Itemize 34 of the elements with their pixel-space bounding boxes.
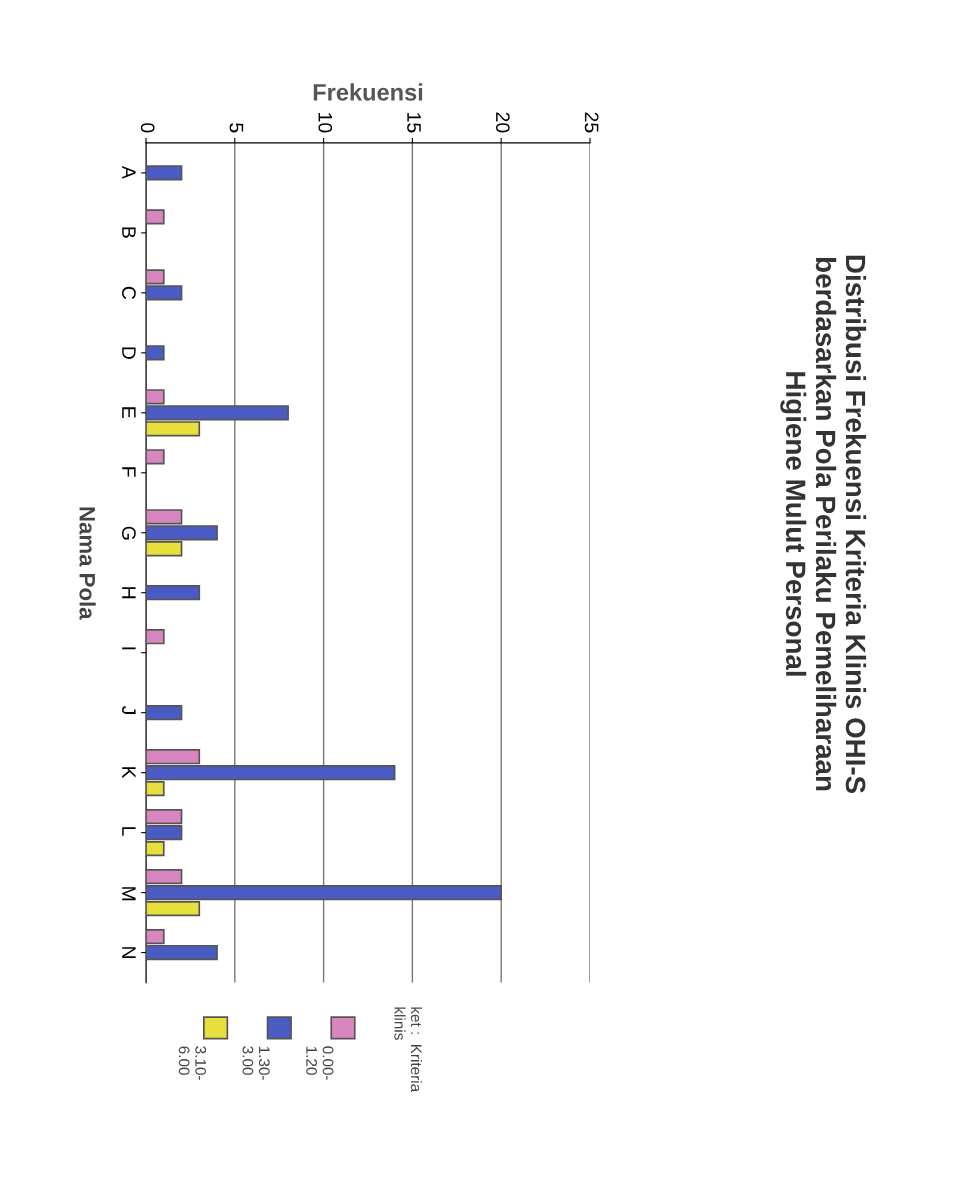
bar bbox=[146, 449, 165, 465]
y-tick-label: E bbox=[122, 407, 136, 418]
y-tick-label: K bbox=[122, 767, 136, 779]
y-tick-label: G bbox=[122, 526, 136, 540]
legend-label: 0.00- 1.20 bbox=[306, 1046, 334, 1080]
x-axis-title: Frekuensi bbox=[313, 83, 423, 101]
legend-label: 1.30- 3.00 bbox=[242, 1046, 270, 1080]
y-tick-label: H bbox=[122, 587, 136, 599]
x-tick-label: 25 bbox=[584, 112, 599, 133]
bar bbox=[146, 165, 183, 181]
legend-label: 3.10- 6.00 bbox=[178, 1046, 207, 1080]
legend-title: ket : Kriteria klinis bbox=[394, 1007, 423, 1093]
y-tick-label: C bbox=[122, 286, 136, 300]
x-tick-label: 5 bbox=[229, 123, 244, 133]
y-tick-label: D bbox=[122, 347, 136, 359]
y-tick-label: L bbox=[122, 827, 136, 836]
bar bbox=[146, 345, 165, 361]
bar bbox=[146, 705, 183, 721]
y-tick-label: M bbox=[122, 887, 136, 901]
bar bbox=[146, 585, 201, 601]
text: Distribusi Frekuensi Kriteria Klinis OHI-S berdasarkan Pola Perilaku Pemeliharaan Higiene Mulut Personal bbox=[780, 255, 867, 794]
x-tick-label: 10 bbox=[318, 113, 333, 133]
y-tick-label: N bbox=[122, 947, 136, 958]
y-tick-label: A bbox=[122, 165, 136, 179]
y-tick-label: B bbox=[122, 227, 136, 238]
x-tick-label: 0 bbox=[140, 123, 155, 133]
y-axis-title: Nama Pola bbox=[79, 507, 96, 620]
y-tick-label: J bbox=[122, 705, 136, 714]
x-tick-label: 20 bbox=[495, 112, 510, 133]
x-tick-label: 15 bbox=[407, 113, 421, 133]
bar bbox=[146, 629, 165, 645]
y-tick-label: F bbox=[122, 467, 136, 477]
y-tick-label: I bbox=[122, 647, 136, 650]
bar bbox=[146, 209, 165, 225]
